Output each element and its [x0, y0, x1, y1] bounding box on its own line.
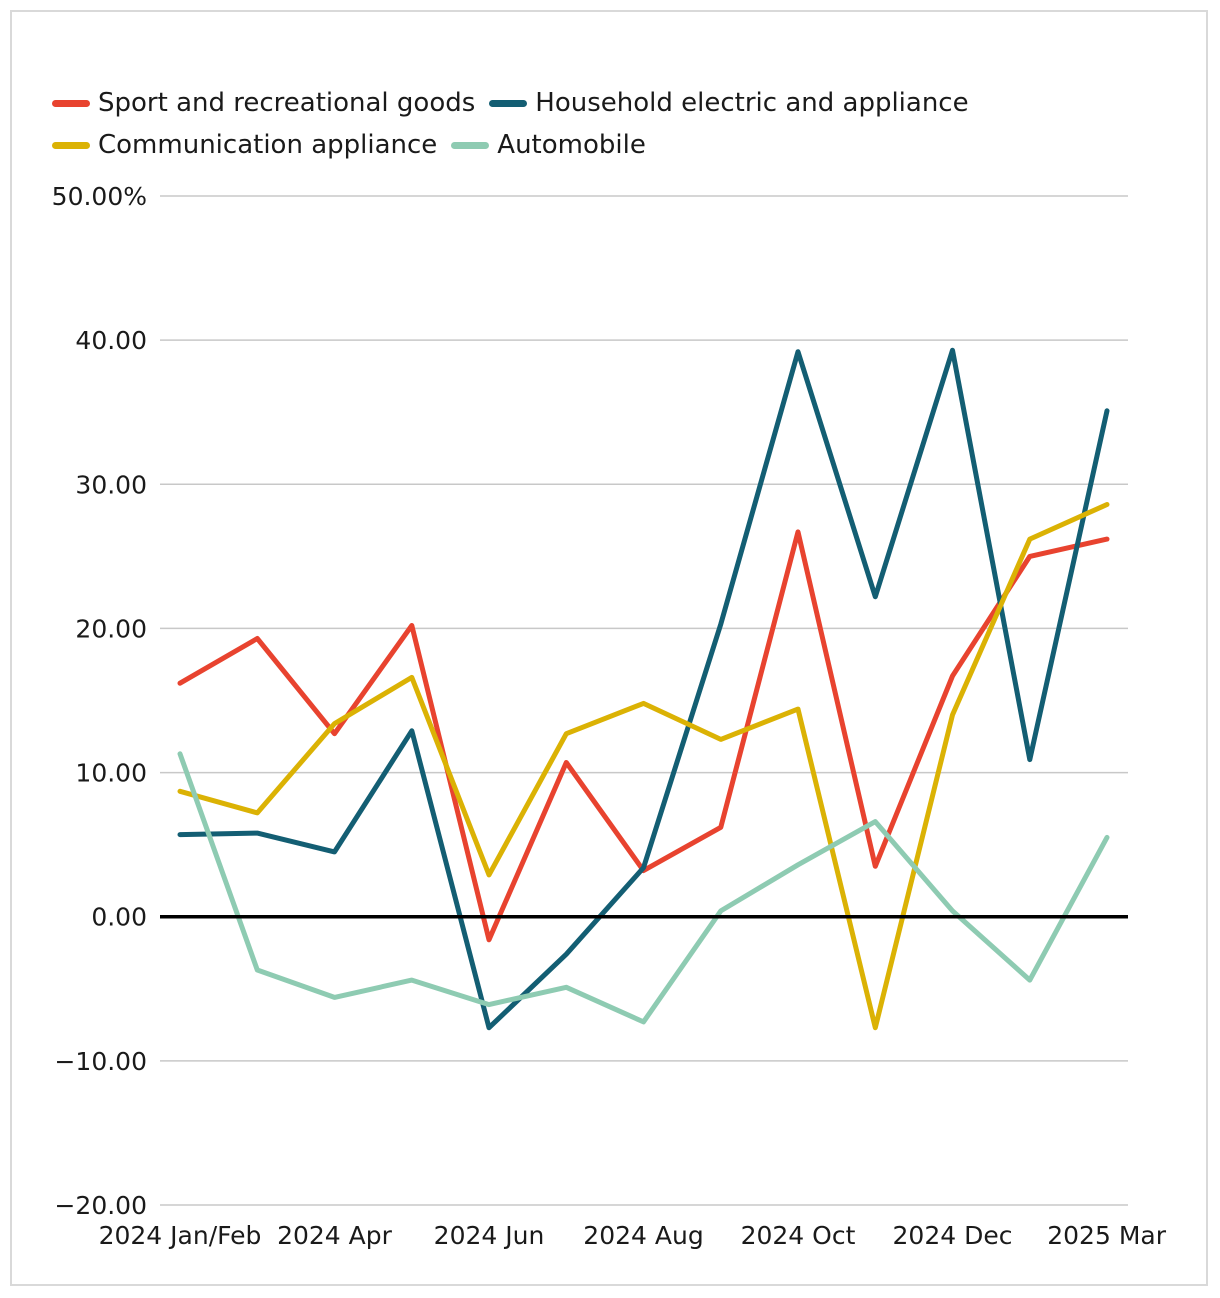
y-tick-label: 40.00	[75, 326, 147, 355]
legend-label-automobile: Automobile	[497, 130, 646, 160]
legend-row-1: Sport and recreational goods Household e…	[52, 82, 1152, 124]
x-tick-label: 2024 Apr	[277, 1221, 393, 1250]
x-tick-label: 2024 Dec	[893, 1221, 1013, 1250]
x-tick-label: 2024 Aug	[583, 1221, 703, 1250]
x-tick-label: 2024 Oct	[741, 1221, 856, 1250]
chart-legend: Sport and recreational goods Household e…	[52, 82, 1152, 166]
legend-label-household: Household electric and appliance	[535, 88, 969, 118]
y-tick-label: 10.00	[75, 759, 147, 788]
series-line-2	[177, 347, 1110, 1031]
legend-item-household: Household electric and appliance	[489, 88, 969, 118]
legend-row-2: Communication appliance Automobile	[52, 124, 1152, 166]
legend-label-communication: Communication appliance	[98, 130, 438, 160]
legend-swatch-household	[489, 99, 528, 107]
legend-swatch-automobile	[451, 141, 490, 149]
legend-item-automobile: Automobile	[451, 130, 646, 160]
series-line-3	[177, 502, 1110, 1031]
legend-item-sport: Sport and recreational goods	[52, 88, 475, 118]
y-tick-label: 50.00%	[52, 182, 147, 211]
y-tick-label: 30.00	[75, 470, 147, 499]
x-tick-label: 2025 Mar	[1047, 1221, 1166, 1250]
legend-item-communication: Communication appliance	[52, 130, 437, 160]
legend-swatch-communication	[52, 141, 90, 149]
y-tick-label: −10.00	[54, 1047, 147, 1076]
y-tick-label: 20.00	[75, 614, 147, 643]
series-line-1	[177, 529, 1110, 943]
legend-label-sport: Sport and recreational goods	[98, 88, 476, 118]
x-tick-label: 2024 Jun	[434, 1221, 545, 1250]
y-tick-label: 0.00	[91, 903, 147, 932]
legend-swatch-sport	[52, 99, 90, 107]
series-line-4	[177, 751, 1110, 1025]
x-tick-label: 2024 Jan/Feb	[99, 1221, 262, 1250]
y-tick-label: −20.00	[54, 1191, 147, 1220]
